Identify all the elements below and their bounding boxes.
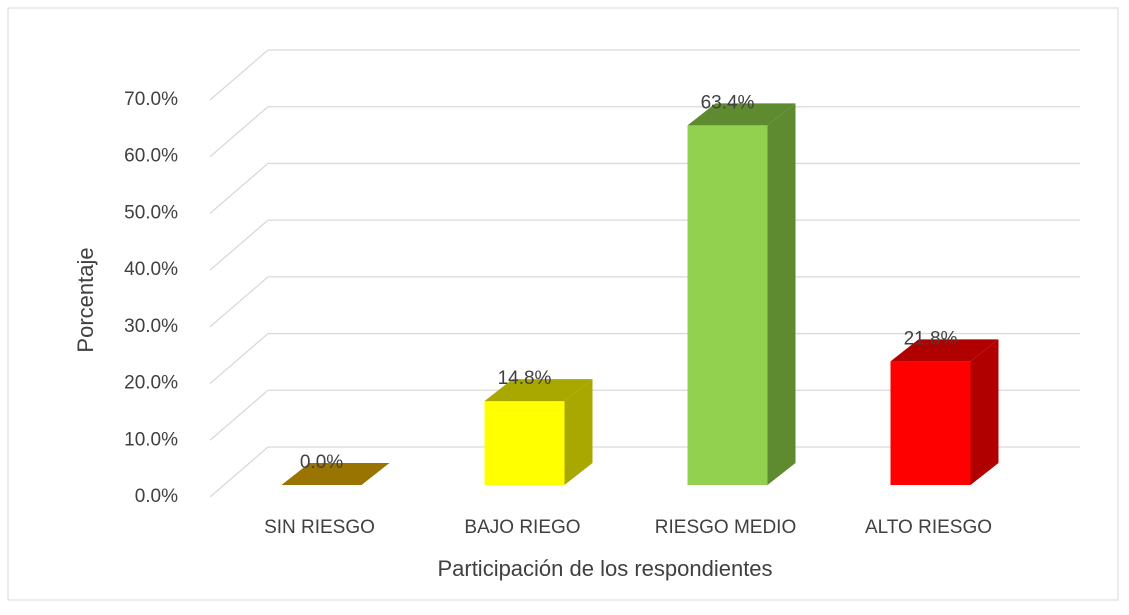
value-label: 14.8%: [498, 368, 552, 389]
x-tick-label: RIESGO MEDIO: [655, 517, 796, 538]
bar-top: [484, 379, 593, 402]
bar-front: [687, 125, 768, 485]
bar-side: [970, 339, 999, 485]
x-axis-title: Participación de los respondientes: [437, 556, 772, 581]
y-tick-label: 30.0%: [124, 316, 178, 337]
y-tick-label: 20.0%: [124, 373, 178, 394]
value-label: 0.0%: [300, 452, 343, 473]
y-tick-label: 50.0%: [124, 202, 178, 223]
bar-top: [890, 339, 999, 362]
grid-line-side: [209, 162, 269, 214]
x-tick-label: SIN RIESGO: [264, 517, 375, 538]
bar-top: [281, 463, 390, 485]
grid-line-side: [209, 49, 269, 101]
y-tick-label: 60.0%: [124, 146, 178, 167]
bar-side: [564, 379, 593, 485]
bar-side: [767, 103, 796, 485]
y-tick-label: 70.0%: [124, 89, 178, 110]
y-axis-title: Porcentaje: [73, 247, 98, 352]
bar-front: [484, 401, 565, 485]
bar-top: [687, 103, 796, 126]
bar-front: [890, 361, 971, 485]
grid-line-side: [209, 276, 269, 328]
y-tick-label: 40.0%: [124, 259, 178, 280]
grid-line-side: [209, 333, 269, 385]
grid-line-side: [209, 106, 269, 158]
x-tick-label: BAJO RIEGO: [464, 517, 580, 538]
grid-line-side: [209, 219, 269, 271]
grid-line-side: [209, 389, 269, 441]
y-tick-label: 10.0%: [124, 429, 178, 450]
x-tick-label: ALTO RIESGO: [865, 517, 992, 538]
grid-line-side: [209, 446, 269, 498]
y-tick-label: 0.0%: [135, 486, 178, 507]
value-label: 63.4%: [701, 92, 755, 113]
value-label: 21.8%: [904, 328, 958, 349]
